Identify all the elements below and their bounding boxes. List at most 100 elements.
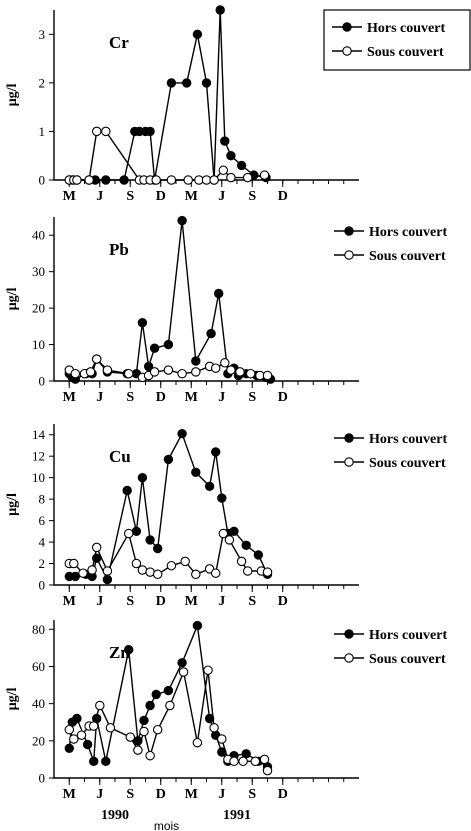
data-point-hors-couvert — [192, 29, 203, 39]
data-point-hors-couvert — [101, 175, 111, 185]
panel-label: Cr — [109, 33, 129, 52]
y-tick-label: 20 — [32, 733, 45, 748]
data-point-sous-couvert — [262, 370, 273, 381]
y-tick-label: 0 — [39, 578, 46, 593]
x-tick-label: J — [218, 390, 225, 405]
data-point-sous-couvert — [242, 566, 253, 576]
y-tick-label: 3 — [39, 27, 46, 42]
data-point-sous-couvert — [105, 723, 116, 733]
data-point-sous-couvert — [262, 567, 273, 577]
y-tick-label: 0 — [39, 173, 46, 188]
data-point-hors-couvert — [191, 467, 201, 477]
data-point-sous-couvert — [236, 556, 247, 567]
y-tick-label: 8 — [39, 492, 46, 507]
y-tick-label: 40 — [32, 228, 45, 243]
data-point-hors-couvert — [137, 473, 148, 483]
y-tick-label: 30 — [32, 264, 45, 279]
x-tick-label: M — [185, 390, 198, 405]
x-tick-label: M — [63, 390, 76, 405]
legend-marker — [344, 629, 354, 639]
y-tick-label: 20 — [32, 301, 45, 316]
data-point-sous-couvert — [163, 365, 174, 375]
data-point-sous-couvert — [226, 365, 236, 375]
data-point-hors-couvert — [241, 540, 251, 550]
data-point-sous-couvert — [229, 756, 239, 767]
data-point-sous-couvert — [125, 732, 136, 742]
data-point-hors-couvert — [192, 620, 203, 631]
x-tick-label: S — [126, 787, 134, 802]
data-point-sous-couvert — [64, 724, 75, 735]
data-point-sous-couvert — [91, 126, 102, 137]
data-point-sous-couvert — [152, 569, 163, 580]
data-point-sous-couvert — [191, 569, 201, 580]
data-point-hors-couvert — [253, 550, 264, 560]
data-point-hors-couvert — [229, 526, 239, 536]
legend-marker — [344, 653, 354, 663]
data-point-sous-couvert — [192, 737, 203, 748]
data-point-sous-couvert — [78, 568, 88, 578]
data-point-hors-couvert — [220, 136, 230, 146]
y-tick-label: 2 — [39, 75, 46, 90]
data-point-hors-couvert — [177, 658, 187, 668]
axis-lines — [53, 10, 359, 181]
x-tick-label: M — [185, 594, 198, 609]
x-tick-label: D — [278, 189, 288, 204]
legend-label: Hors couvert — [369, 225, 447, 240]
data-point-hors-couvert — [201, 78, 212, 88]
legend-marker — [342, 46, 352, 56]
y-tick-label: 14 — [32, 427, 46, 442]
data-point-sous-couvert — [218, 165, 229, 176]
x-tick-label: J — [218, 787, 225, 802]
data-point-hors-couvert — [124, 645, 134, 655]
x-tick-label: S — [248, 390, 256, 405]
legend-label: Sous couvert — [369, 456, 446, 471]
legend-marker — [344, 457, 354, 467]
data-point-sous-couvert — [226, 172, 236, 183]
data-point-sous-couvert — [259, 170, 270, 180]
data-point-sous-couvert — [235, 367, 245, 377]
x-tick-label: J — [96, 787, 103, 802]
data-point-sous-couvert — [180, 556, 190, 567]
y-tick-label: 40 — [32, 696, 45, 711]
x-tick-label: S — [126, 390, 134, 405]
y-axis-label: µg/l — [5, 687, 20, 710]
data-point-sous-couvert — [178, 667, 189, 677]
data-point-hors-couvert — [72, 713, 82, 724]
y-tick-label: 1 — [39, 124, 46, 139]
legend-label: Hors couvert — [367, 21, 445, 36]
data-point-sous-couvert — [69, 558, 79, 569]
x-tick-label: S — [248, 787, 256, 802]
data-point-hors-couvert — [133, 736, 143, 746]
data-point-sous-couvert — [166, 175, 177, 185]
data-point-hors-couvert — [182, 78, 192, 88]
y-tick-label: 0 — [39, 374, 46, 389]
legend-label: Hors couvert — [369, 628, 447, 643]
data-point-hors-couvert — [139, 715, 149, 726]
data-point-sous-couvert — [151, 175, 161, 185]
data-point-sous-couvert — [76, 730, 87, 740]
x-tick-label: J — [96, 594, 103, 609]
legend-label: Sous couvert — [369, 652, 446, 667]
data-point-sous-couvert — [166, 560, 177, 571]
data-point-sous-couvert — [91, 354, 102, 364]
x-tick-label: S — [248, 594, 256, 609]
data-point-sous-couvert — [137, 565, 148, 575]
data-point-sous-couvert — [123, 368, 134, 379]
legend: Hors couvert Sous couvert — [334, 225, 447, 264]
data-point-sous-couvert — [70, 368, 81, 379]
data-point-hors-couvert — [211, 447, 221, 457]
data-point-sous-couvert — [87, 565, 97, 575]
data-point-sous-couvert — [133, 745, 143, 755]
data-point-sous-couvert — [165, 700, 175, 711]
data-point-sous-couvert — [152, 724, 163, 735]
legend-marker — [344, 433, 354, 443]
data-point-hors-couvert — [137, 318, 148, 328]
x-axis-label: mois — [154, 819, 179, 831]
data-point-hors-couvert — [145, 126, 155, 137]
legend: Hors couvert Sous couvert — [334, 432, 447, 471]
x-tick-label: J — [218, 594, 225, 609]
data-point-hors-couvert — [82, 739, 93, 750]
data-point-sous-couvert — [245, 368, 256, 379]
data-point-sous-couvert — [101, 126, 111, 137]
y-tick-label: 80 — [32, 622, 45, 637]
